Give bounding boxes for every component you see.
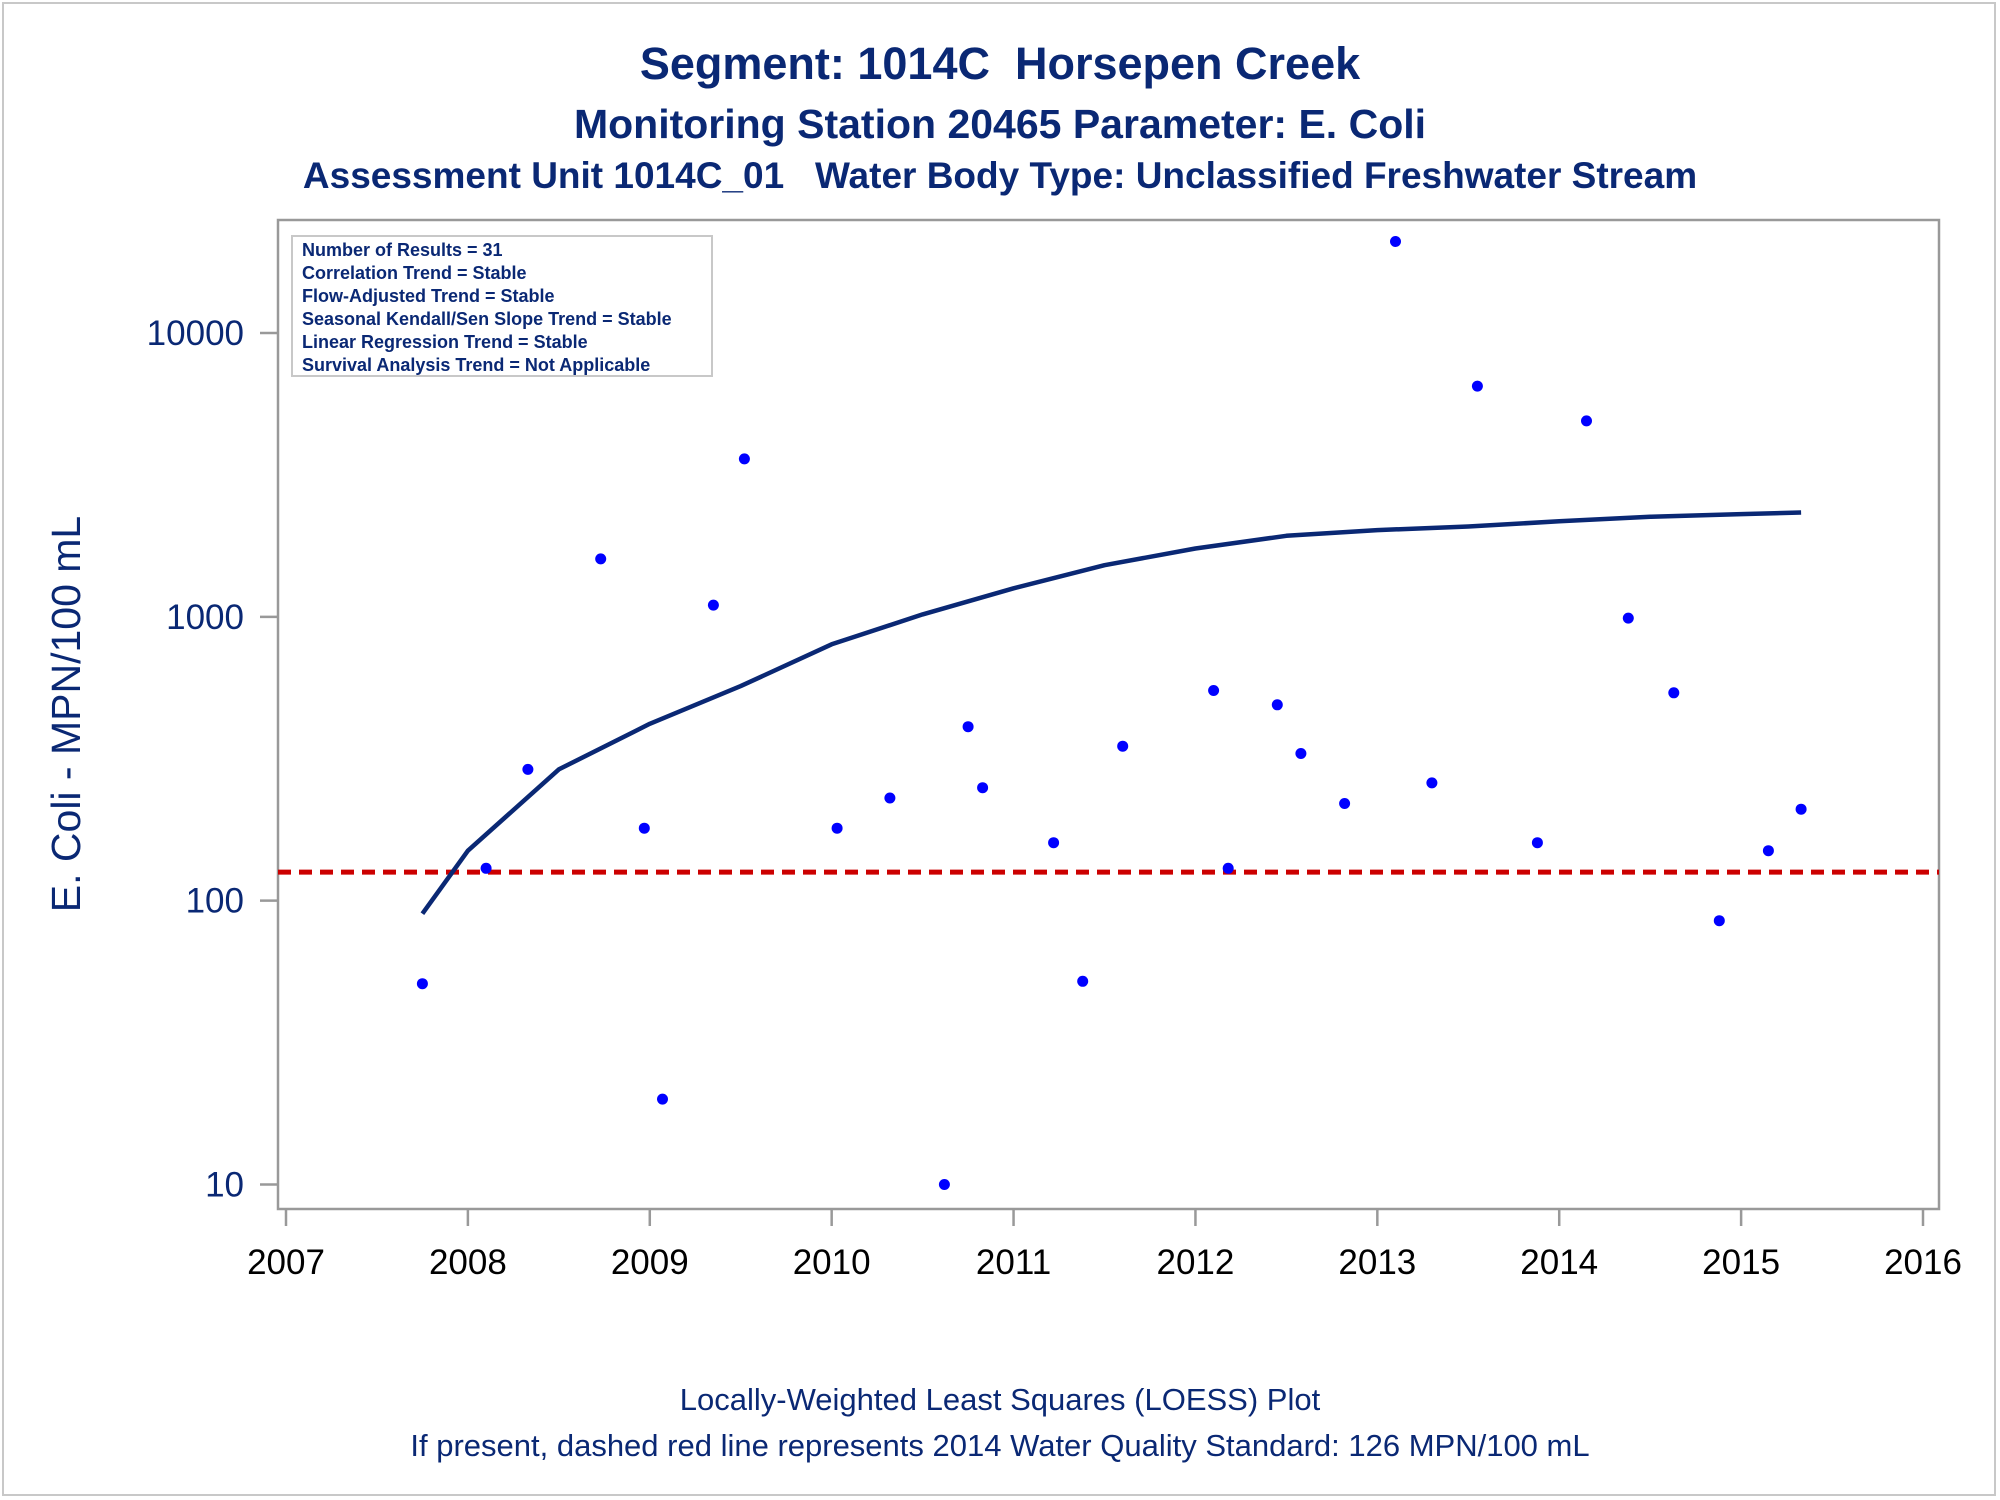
chart-title: Segment: 1014C Horsepen Creek: [639, 38, 1361, 89]
data-point: [962, 721, 974, 733]
stats-line: Survival Analysis Trend = Not Applicable: [302, 355, 650, 375]
y-axis: 10 100 1000 10000: [147, 314, 278, 1205]
data-point: [1426, 777, 1438, 789]
data-point: [1339, 798, 1351, 809]
data-point: [595, 553, 607, 565]
data-point: [1581, 415, 1592, 427]
data-point: [1668, 687, 1680, 699]
data-point: [657, 1093, 668, 1105]
x-tick-label: 2007: [247, 1243, 325, 1282]
data-point: [1622, 612, 1634, 624]
x-tick-label: 2012: [1157, 1243, 1235, 1282]
chart-subtitle-2: Assessment Unit 1014C_01 Water Body Type…: [302, 155, 1698, 196]
data-point: [1295, 748, 1307, 759]
chart-subtitle: Monitoring Station 20465 Parameter: E. C…: [573, 101, 1427, 147]
x-tick-label: 2009: [611, 1243, 689, 1282]
x-tick-label: 2008: [429, 1243, 507, 1282]
data-point: [416, 978, 428, 990]
x-tick-label: 2014: [1520, 1243, 1598, 1282]
data-point: [977, 782, 989, 794]
stats-line: Seasonal Kendall/Sen Slope Trend = Stabl…: [302, 309, 672, 329]
data-point: [1390, 236, 1401, 247]
x-axis: 2007 2008 2009 2010 2011 2012 2013 2014 2015 2016: [247, 1209, 1962, 1282]
data-point: [638, 822, 650, 834]
x-tick-label: 2015: [1702, 1243, 1780, 1282]
data-point: [938, 1179, 950, 1190]
x-tick-label: 2013: [1338, 1243, 1416, 1282]
data-point: [1271, 699, 1283, 711]
data-point: [1795, 803, 1807, 815]
stats-box: Number of Results = 31 Correlation Trend…: [291, 235, 713, 377]
stats-line: Correlation Trend = Stable: [302, 263, 527, 283]
stats-line: Linear Regression Trend = Stable: [302, 332, 588, 352]
footnote-loess: Locally-Weighted Least Squares (LOESS) P…: [679, 1382, 1321, 1417]
y-tick-label: 10: [205, 1166, 244, 1205]
stats-line: Flow-Adjusted Trend = Stable: [302, 286, 555, 306]
data-point: [738, 453, 750, 465]
data-point: [522, 763, 534, 775]
data-point: [884, 792, 896, 804]
data-points: [416, 236, 1807, 1190]
x-tick-label: 2010: [793, 1243, 871, 1282]
data-point: [1077, 975, 1089, 987]
data-point: [831, 822, 843, 834]
data-point: [1222, 862, 1234, 874]
data-point: [1713, 915, 1725, 927]
stats-line: Number of Results = 31: [302, 240, 503, 260]
data-point: [1762, 845, 1774, 857]
stats-box-border: [291, 235, 713, 377]
x-tick-label: 2011: [976, 1243, 1051, 1282]
y-tick-label: 100: [186, 882, 244, 921]
x-tick-label: 2016: [1884, 1243, 1962, 1282]
data-point: [707, 599, 719, 611]
data-point: [1117, 740, 1129, 752]
plot-area: [276, 218, 1941, 1211]
data-point: [1471, 380, 1483, 392]
y-axis-label: E. Coli - MPN/100 mL: [43, 516, 89, 912]
y-tick-label: 10000: [147, 314, 244, 353]
y-tick-label: 1000: [166, 598, 244, 637]
loess-curve: [420, 510, 1802, 916]
data-point: [1048, 837, 1060, 849]
data-point: [1531, 837, 1543, 849]
footnote-standard: If present, dashed red line represents 2…: [410, 1428, 1590, 1463]
data-point: [1208, 685, 1220, 696]
data-point: [480, 862, 492, 874]
